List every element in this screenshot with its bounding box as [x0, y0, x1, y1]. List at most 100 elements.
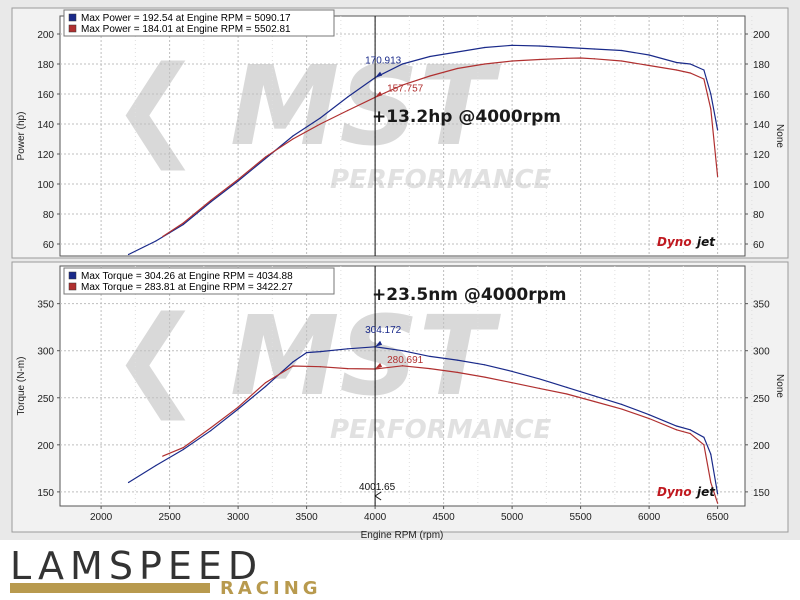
- y-tick-label-right: 200: [753, 30, 770, 41]
- dyno-chart-frame: MST ❮ PERFORMANCE 60 80 100 120 140 160 180 200 6…: [0, 0, 800, 540]
- series-point: [127, 481, 130, 484]
- x-tick-label: 6000: [638, 512, 661, 523]
- series-point: [264, 382, 267, 384]
- dynojet-logo: Dyno jet: [657, 235, 716, 249]
- series-point: [621, 49, 623, 52]
- torque-markers: 304.172 280.691: [365, 325, 424, 369]
- series-point: [292, 365, 294, 367]
- dynojet-logo-text: Dyno: [657, 235, 692, 249]
- series-point: [511, 382, 513, 384]
- brand-logo-graphic: LAMSPEED RACING: [10, 545, 318, 597]
- y-tick-label: 140: [37, 120, 54, 131]
- series-point: [703, 444, 705, 446]
- series-point: [648, 417, 650, 420]
- brand-gold-bar: [10, 583, 210, 593]
- value-marker-arrow: [375, 340, 383, 347]
- y-tick-label: 350: [37, 300, 54, 311]
- series-point: [675, 429, 678, 431]
- x-tick-label: 2500: [158, 512, 181, 523]
- torque-chart-panel: MST❮ PERFORMANCE 150 200 250 300 350 150 200 25…: [11, 261, 789, 540]
- series-point: [621, 408, 623, 410]
- y-tick-label: 200: [37, 441, 54, 452]
- power-gain-annotation: +13.2hp @4000rpm: [372, 107, 561, 127]
- torque-y-axis-label: Torque (N-m): [16, 357, 27, 416]
- torque-cursor: 4001.65: [359, 266, 396, 506]
- watermark-main-text: MST: [230, 42, 502, 170]
- series-point: [538, 45, 541, 47]
- torque-y-ticks: 150 200 250 300 350: [37, 300, 60, 499]
- series-point: [484, 46, 486, 49]
- torque-x-ticks: 2000 2500 3000 3500 4000 4500 5000 5500 6000 6500: [90, 506, 729, 523]
- series-point: [182, 223, 184, 226]
- y-tick-label-right: 100: [753, 180, 770, 191]
- torque-grid: [60, 266, 753, 506]
- series-point: [292, 361, 294, 363]
- series-point: [429, 75, 431, 77]
- series-point: [648, 64, 650, 67]
- dynojet-logo-text: Dyno: [657, 485, 692, 499]
- series-point: [319, 366, 321, 368]
- value-marker-arrow: [375, 71, 383, 78]
- series-point: [319, 117, 321, 119]
- series-point: [127, 253, 130, 256]
- y-tick-label-right: 200: [753, 441, 770, 452]
- watermark-main-text: MST: [230, 292, 502, 420]
- series-point: [456, 51, 458, 53]
- series-point: [264, 385, 267, 388]
- series-point: [292, 135, 294, 137]
- value-marker-label: 280.691: [387, 355, 424, 366]
- series-point: [237, 406, 239, 408]
- series-point: [648, 414, 650, 416]
- dyno-charts: MST❮ PERFORMANCE 60 80 100 120 140 160 180 200 6…: [11, 7, 789, 540]
- series-point: [675, 69, 678, 71]
- legend-entry: Max Torque = 283.81 at Engine RPM = 3422…: [81, 282, 293, 293]
- x-tick-label: 4500: [432, 512, 455, 523]
- series-point: [675, 425, 678, 427]
- series-point: [401, 365, 404, 367]
- series-point: [566, 46, 568, 49]
- series-point: [484, 364, 486, 366]
- series-point: [566, 386, 568, 389]
- legend-swatch: [68, 271, 77, 280]
- value-marker-arrow: [375, 91, 383, 98]
- y-tick-label-right: 300: [753, 347, 770, 358]
- dynojet-logo-text-suffix: jet: [695, 235, 716, 249]
- series-point: [580, 57, 582, 59]
- legend-swatch: [68, 282, 77, 291]
- dynojet-logo: Dyno jet: [657, 485, 716, 499]
- y-tick-label: 250: [37, 394, 54, 405]
- torque-series: [127, 346, 719, 504]
- y-tick-label-right: 160: [753, 90, 770, 101]
- y-tick-label: 100: [37, 180, 54, 191]
- legend-swatch: [68, 13, 77, 22]
- series-point: [319, 351, 321, 353]
- series-point: [347, 367, 349, 370]
- torque-watermark: MST❮ PERFORMANCE: [110, 292, 552, 445]
- series-point: [703, 78, 705, 80]
- series-point: [456, 359, 458, 361]
- y-tick-label: 180: [37, 60, 54, 71]
- legend-entry: Max Torque = 304.26 at Engine RPM = 4034…: [81, 271, 293, 282]
- series-point: [456, 67, 458, 70]
- series-point: [717, 129, 719, 131]
- torque-legend: Max Torque = 304.26 at Engine RPM = 4034…: [63, 267, 335, 295]
- series-point: [347, 109, 349, 112]
- x-tick-label: 3500: [295, 512, 318, 523]
- y-tick-label: 80: [43, 210, 55, 221]
- series-point: [429, 367, 431, 370]
- series-point: [710, 108, 712, 110]
- series-point: [703, 436, 705, 438]
- series-point: [689, 429, 691, 431]
- series-point: [306, 351, 308, 354]
- series-point: [710, 453, 712, 455]
- series-point: [182, 448, 184, 451]
- series-point: [264, 157, 267, 160]
- power-markers: 170.913 157.757: [365, 56, 424, 98]
- series-point: [319, 123, 321, 125]
- series-point: [237, 180, 239, 182]
- series-point: [566, 57, 568, 59]
- series-point: [689, 72, 691, 74]
- series-point: [292, 138, 294, 140]
- series-point: [401, 63, 404, 65]
- series-line-after: [162, 365, 719, 504]
